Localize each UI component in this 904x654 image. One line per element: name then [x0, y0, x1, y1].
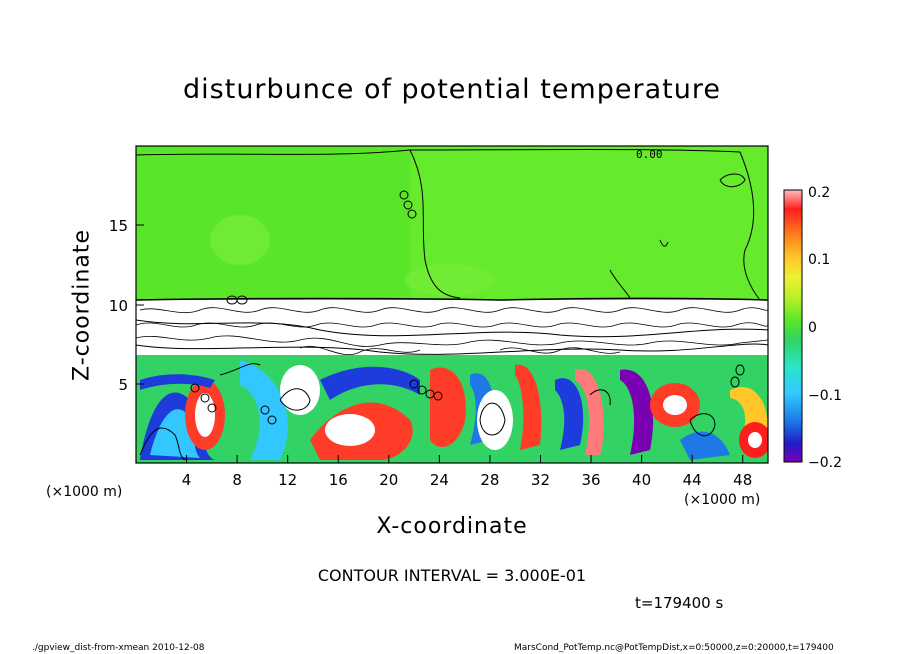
mixing-band	[136, 300, 768, 360]
y-axis: 5 10 15	[109, 217, 144, 394]
x-axis: 4 8 12 16 20 24 28 32 36 40 44 48	[182, 455, 752, 489]
x-tick-label: 32	[531, 471, 550, 489]
x-tick-label: 8	[232, 471, 242, 489]
mixing-contours	[136, 307, 768, 356]
x-tick-label: 20	[379, 471, 398, 489]
y-tick-label: 15	[109, 217, 128, 235]
x-axis-label: X-coordinate	[376, 514, 528, 539]
colorbar-label: 0	[808, 320, 817, 336]
footer-command: ./gpview_dist-from-xmean 2010-12-08	[32, 643, 205, 653]
x-tick-label: 28	[480, 471, 499, 489]
colorbar: 0.2 0.1 0 −0.1 −0.2	[783, 185, 842, 471]
y-tick-label: 10	[109, 297, 128, 315]
time-label: t=179400 s	[635, 594, 724, 612]
footer-source: MarsCond_PotTemp.nc@PotTempDist,x=0:5000…	[514, 643, 834, 653]
colorbar-label: 0.1	[808, 252, 830, 268]
contour-label: 0.00	[636, 148, 663, 161]
x-tick-label: 16	[329, 471, 348, 489]
colorbar-label: 0.2	[808, 185, 830, 201]
chart-title: disturbunce of potential temperature	[183, 74, 721, 105]
x-tick-label: 48	[733, 471, 752, 489]
x-tick-label: 24	[430, 471, 449, 489]
x-tick-label: 12	[278, 471, 297, 489]
colorbar-label: −0.2	[808, 455, 842, 471]
colorbar-label: −0.1	[808, 388, 842, 404]
heatmap-field: 0.00	[136, 146, 768, 463]
x-unit-right: (×1000 m)	[684, 492, 761, 508]
colorbar-scale	[783, 189, 803, 463]
x-unit-left: (×1000 m)	[46, 484, 123, 500]
small-contours	[190, 190, 745, 425]
contour-interval: CONTOUR INTERVAL = 3.000E-01	[317, 566, 587, 585]
eddies	[140, 360, 768, 460]
y-tick-label: 5	[118, 376, 128, 394]
contour-lines	[136, 149, 768, 461]
x-tick-label: 4	[182, 471, 192, 489]
y-axis-label: Z-coordinate	[69, 229, 95, 381]
x-tick-label: 44	[683, 471, 702, 489]
x-tick-label: 40	[632, 471, 651, 489]
x-tick-label: 36	[581, 471, 600, 489]
